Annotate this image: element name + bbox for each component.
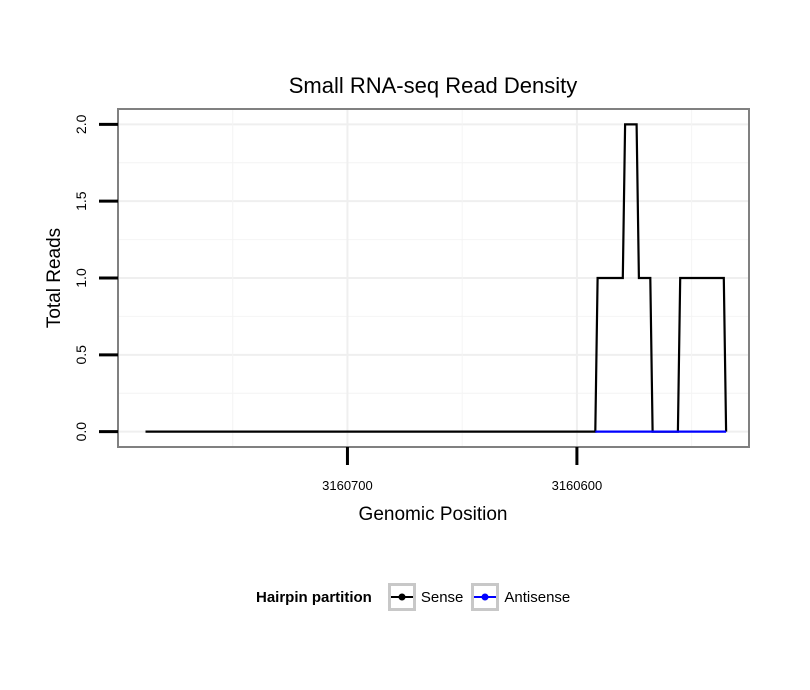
grid-layer [118, 109, 749, 447]
legend-item-antisense: Antisense [471, 583, 570, 611]
series-line-sense [145, 123, 728, 433]
legend-label-sense: Sense [420, 588, 464, 606]
y-tick-label: 1.0 [73, 268, 89, 288]
legend-title: Hairpin partition [256, 588, 372, 606]
legend: Hairpin partition Sense Antisense [256, 580, 578, 614]
x-tick-label: 3160600 [552, 478, 603, 493]
x-tick-label: 3160700 [322, 478, 373, 493]
sense-line-icon [390, 593, 413, 601]
y-tick-label: 2.0 [73, 114, 89, 134]
x-axis-label: Genomic Position [359, 504, 508, 525]
axis-layer: 0.0 0.5 1.0 1.5 2.0 3160700 3160600 [73, 114, 602, 493]
legend-key-sense [387, 583, 416, 611]
legend-label-antisense: Antisense [504, 588, 571, 606]
y-axis-label: Total Reads [44, 228, 65, 328]
antisense-line-icon [474, 593, 497, 601]
series-layer [145, 123, 728, 433]
y-tick-label: 0.0 [73, 422, 89, 442]
y-tick-label: 0.5 [73, 345, 89, 365]
legend-key-antisense [471, 583, 500, 611]
legend-item-sense: Sense [387, 583, 464, 611]
chart-title: Small RNA-seq Read Density [289, 73, 578, 98]
y-tick-label: 1.5 [73, 191, 89, 211]
